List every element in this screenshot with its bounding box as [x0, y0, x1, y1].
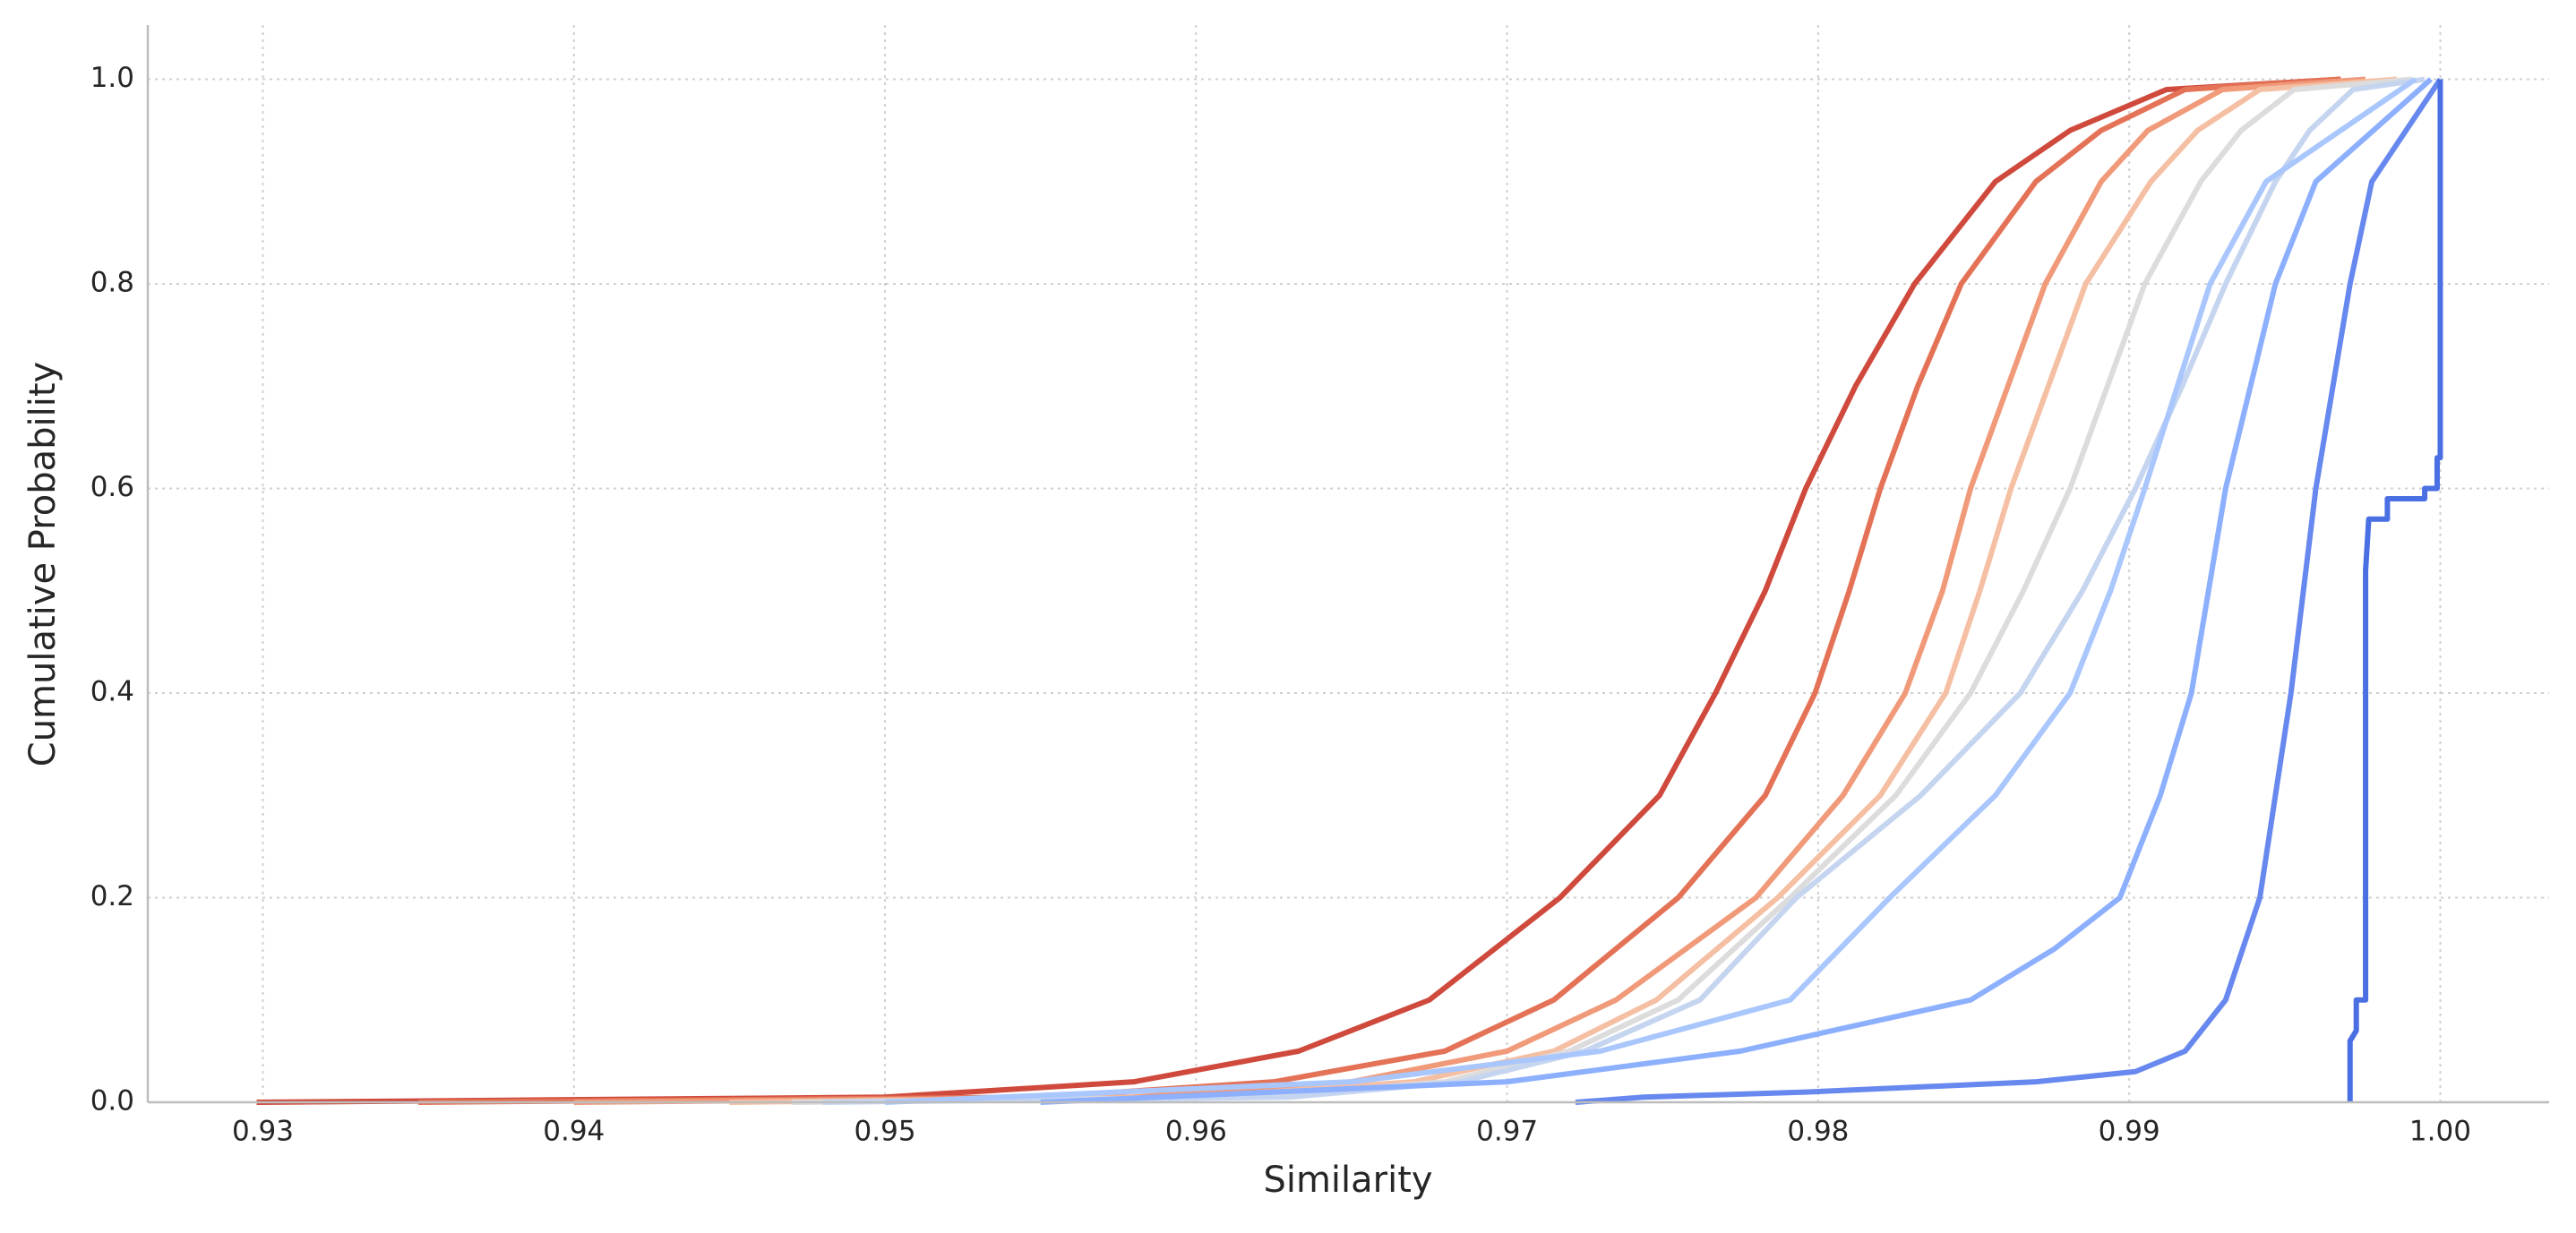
y-axis-label: Cumulative Probability [22, 362, 64, 766]
y-tick-label: 0.4 [90, 676, 134, 708]
cdf-line [1040, 77, 2434, 1105]
x-axis-label: Similarity [1263, 1160, 1432, 1201]
y-tick-label: 1.0 [90, 62, 134, 94]
y-tick-label: 0.0 [90, 1085, 134, 1117]
cdf-line [791, 76, 2413, 1105]
x-tick-label: 0.94 [543, 1116, 605, 1148]
cdf-line [1575, 77, 2443, 1105]
x-tick-label: 0.93 [232, 1116, 294, 1148]
cdf-line [573, 76, 2366, 1105]
cdf-line [729, 76, 2398, 1105]
x-tick-label: 0.98 [1787, 1116, 1849, 1148]
cdf-line [418, 76, 2341, 1105]
cdf-line [2347, 79, 2443, 1102]
x-tick-label: 0.99 [2099, 1116, 2160, 1148]
x-tick-label: 0.97 [1476, 1116, 1538, 1148]
y-tick-label: 0.6 [90, 471, 134, 503]
x-tick-label: 0.95 [854, 1116, 916, 1148]
x-tick-label: 1.00 [2409, 1116, 2471, 1148]
y-tick-label: 0.2 [90, 880, 134, 912]
cdf-line [256, 76, 2341, 1105]
x-tick-label: 0.96 [1165, 1116, 1227, 1148]
y-tick-label: 0.8 [90, 267, 134, 299]
cdf-line [884, 77, 2417, 1105]
cdf-line [822, 76, 2426, 1105]
